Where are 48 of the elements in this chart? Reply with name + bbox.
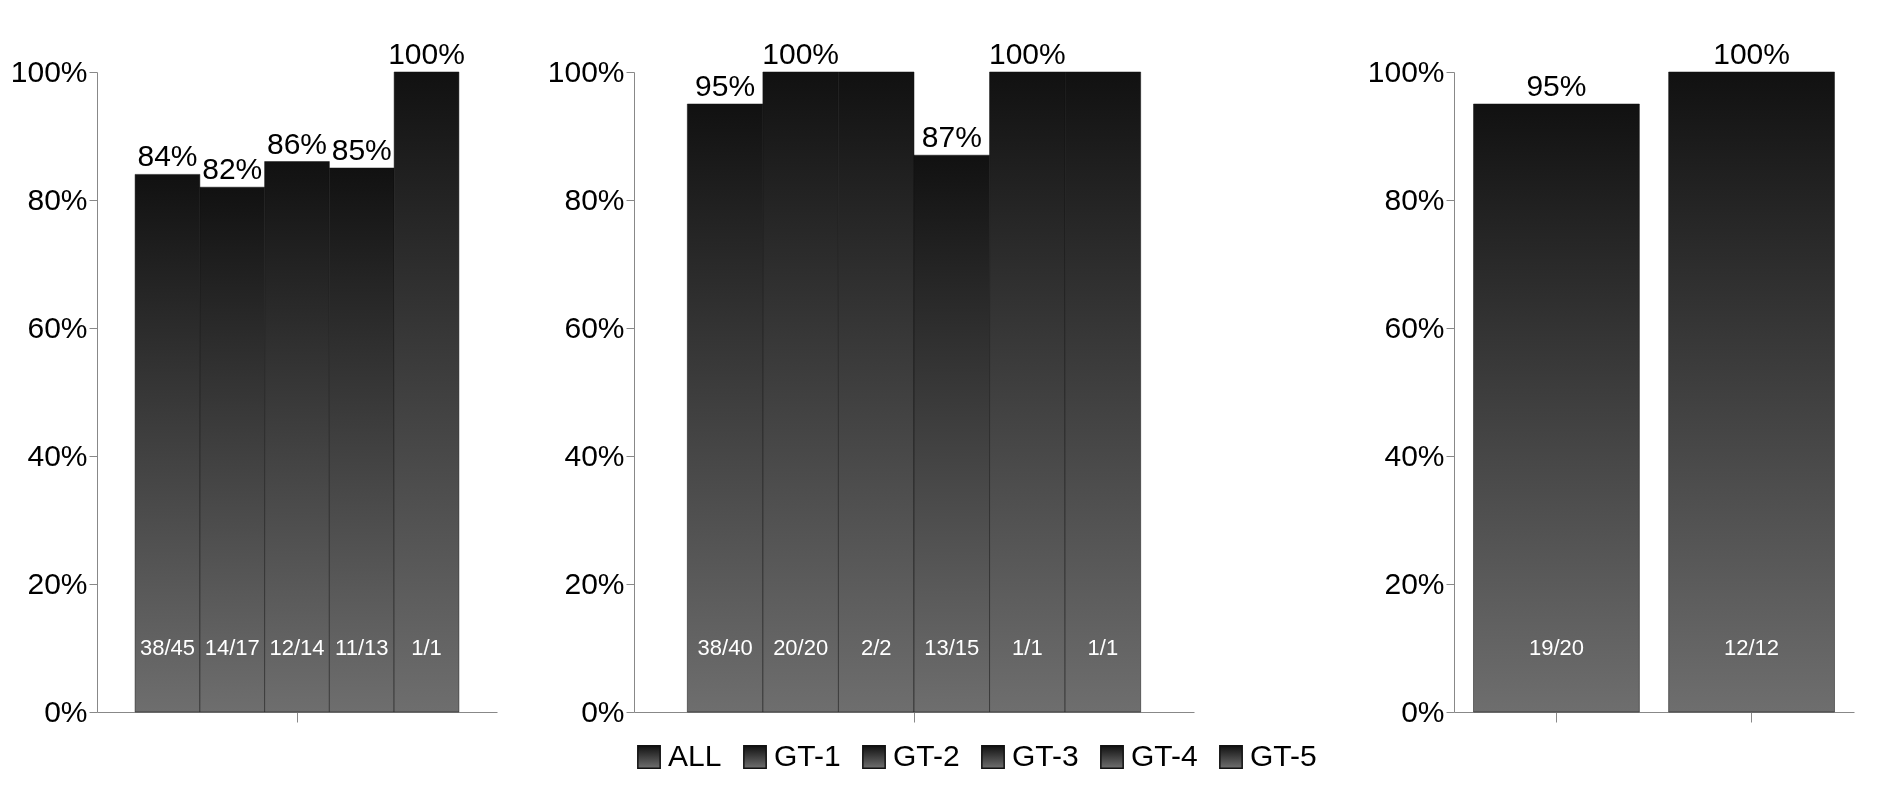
- data-label: 95%: [1526, 69, 1587, 102]
- annotation: 2/2: [860, 635, 892, 660]
- legend-label: GT-1: [774, 739, 841, 772]
- annotation: 20/20: [773, 635, 829, 660]
- y-tick-label: 40%: [1384, 438, 1445, 472]
- annotation: 11/13: [335, 635, 389, 660]
- legend-label: GT-3: [1012, 739, 1079, 772]
- data-label: 85%: [331, 133, 392, 166]
- data-label: 100%: [388, 37, 465, 70]
- data-label: 100%: [762, 37, 840, 70]
- y-tick-label: 0%: [44, 694, 88, 728]
- y-tick-label: 100%: [10, 54, 88, 88]
- y-tick-label: 60%: [1384, 310, 1445, 344]
- y-tick-label: 20%: [564, 566, 625, 600]
- legend-label: GT-5: [1250, 739, 1317, 772]
- annotation: 38/40: [697, 635, 753, 660]
- annotation: 1/1: [1012, 635, 1043, 660]
- y-tick-label: 0%: [581, 694, 625, 728]
- annotation: 38/45: [139, 635, 196, 660]
- annotation: 1/1: [411, 635, 442, 660]
- y-tick-label: 60%: [27, 310, 88, 344]
- y-tick-label: 40%: [564, 438, 625, 472]
- data-label: 82%: [202, 152, 263, 186]
- legend-label: GT-2: [893, 739, 960, 772]
- data-label: 87%: [921, 120, 982, 154]
- y-tick-label: 80%: [1384, 182, 1445, 216]
- data-label: 95%: [695, 69, 756, 102]
- y-tick-label: 20%: [1384, 566, 1445, 600]
- legend-label: ALL: [668, 739, 722, 772]
- y-tick-label: 60%: [564, 310, 625, 344]
- annotation: 13/15: [924, 635, 980, 660]
- annotation: 12/12: [1724, 635, 1780, 660]
- data-label: 100%: [1713, 37, 1790, 70]
- data-label: 86%: [266, 126, 328, 160]
- y-tick-label: 100%: [1367, 54, 1445, 88]
- annotation: 19/20: [1528, 635, 1584, 660]
- y-tick-label: 80%: [27, 182, 88, 216]
- annotation: 12/14: [269, 635, 325, 660]
- annotation: 1/1: [1087, 635, 1119, 660]
- y-tick-label: 80%: [564, 182, 625, 216]
- annotation: 14/17: [204, 635, 260, 660]
- legend-label: GT-4: [1131, 739, 1198, 772]
- y-tick-label: 100%: [547, 54, 625, 88]
- y-tick-label: 0%: [1401, 694, 1445, 728]
- y-tick-label: 40%: [27, 438, 88, 472]
- y-tick-label: 20%: [27, 566, 88, 600]
- data-label: 100%: [988, 37, 1066, 70]
- data-label: 84%: [137, 139, 198, 173]
